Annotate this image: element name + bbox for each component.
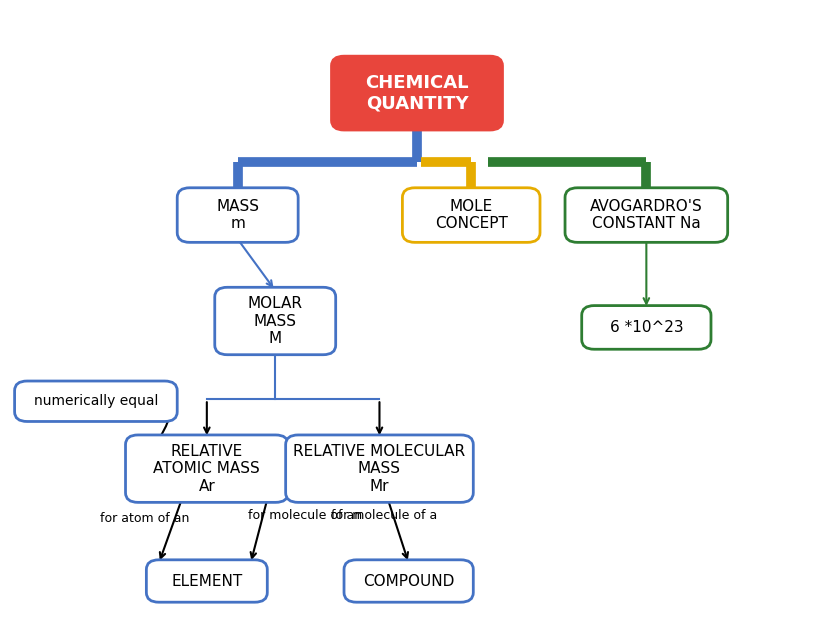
Text: MOLE
CONCEPT: MOLE CONCEPT	[435, 199, 508, 231]
Text: for molecule of an: for molecule of an	[248, 508, 362, 521]
Text: ELEMENT: ELEMENT	[171, 573, 243, 589]
FancyBboxPatch shape	[565, 187, 727, 242]
FancyBboxPatch shape	[582, 306, 711, 349]
Text: AVOGARDRO'S
CONSTANT Na: AVOGARDRO'S CONSTANT Na	[590, 199, 703, 231]
Text: MASS
m: MASS m	[216, 199, 259, 231]
FancyBboxPatch shape	[177, 187, 298, 242]
FancyBboxPatch shape	[402, 187, 540, 242]
FancyBboxPatch shape	[125, 435, 289, 502]
FancyBboxPatch shape	[285, 435, 474, 502]
FancyBboxPatch shape	[344, 560, 474, 602]
Text: MOLAR
MASS
M: MOLAR MASS M	[248, 296, 303, 346]
FancyBboxPatch shape	[147, 560, 267, 602]
Text: COMPOUND: COMPOUND	[363, 573, 455, 589]
Text: CHEMICAL
QUANTITY: CHEMICAL QUANTITY	[365, 74, 469, 112]
Text: for atom of an: for atom of an	[99, 512, 189, 525]
FancyBboxPatch shape	[331, 56, 502, 130]
Text: RELATIVE
ATOMIC MASS
Ar: RELATIVE ATOMIC MASS Ar	[153, 444, 260, 494]
Text: numerically equal: numerically equal	[33, 394, 158, 408]
FancyBboxPatch shape	[214, 288, 335, 354]
Text: RELATIVE MOLECULAR
MASS
Mr: RELATIVE MOLECULAR MASS Mr	[294, 444, 465, 494]
Text: 6 *10^23: 6 *10^23	[610, 320, 683, 335]
FancyBboxPatch shape	[15, 381, 178, 422]
Text: for molecule of a: for molecule of a	[330, 508, 437, 521]
